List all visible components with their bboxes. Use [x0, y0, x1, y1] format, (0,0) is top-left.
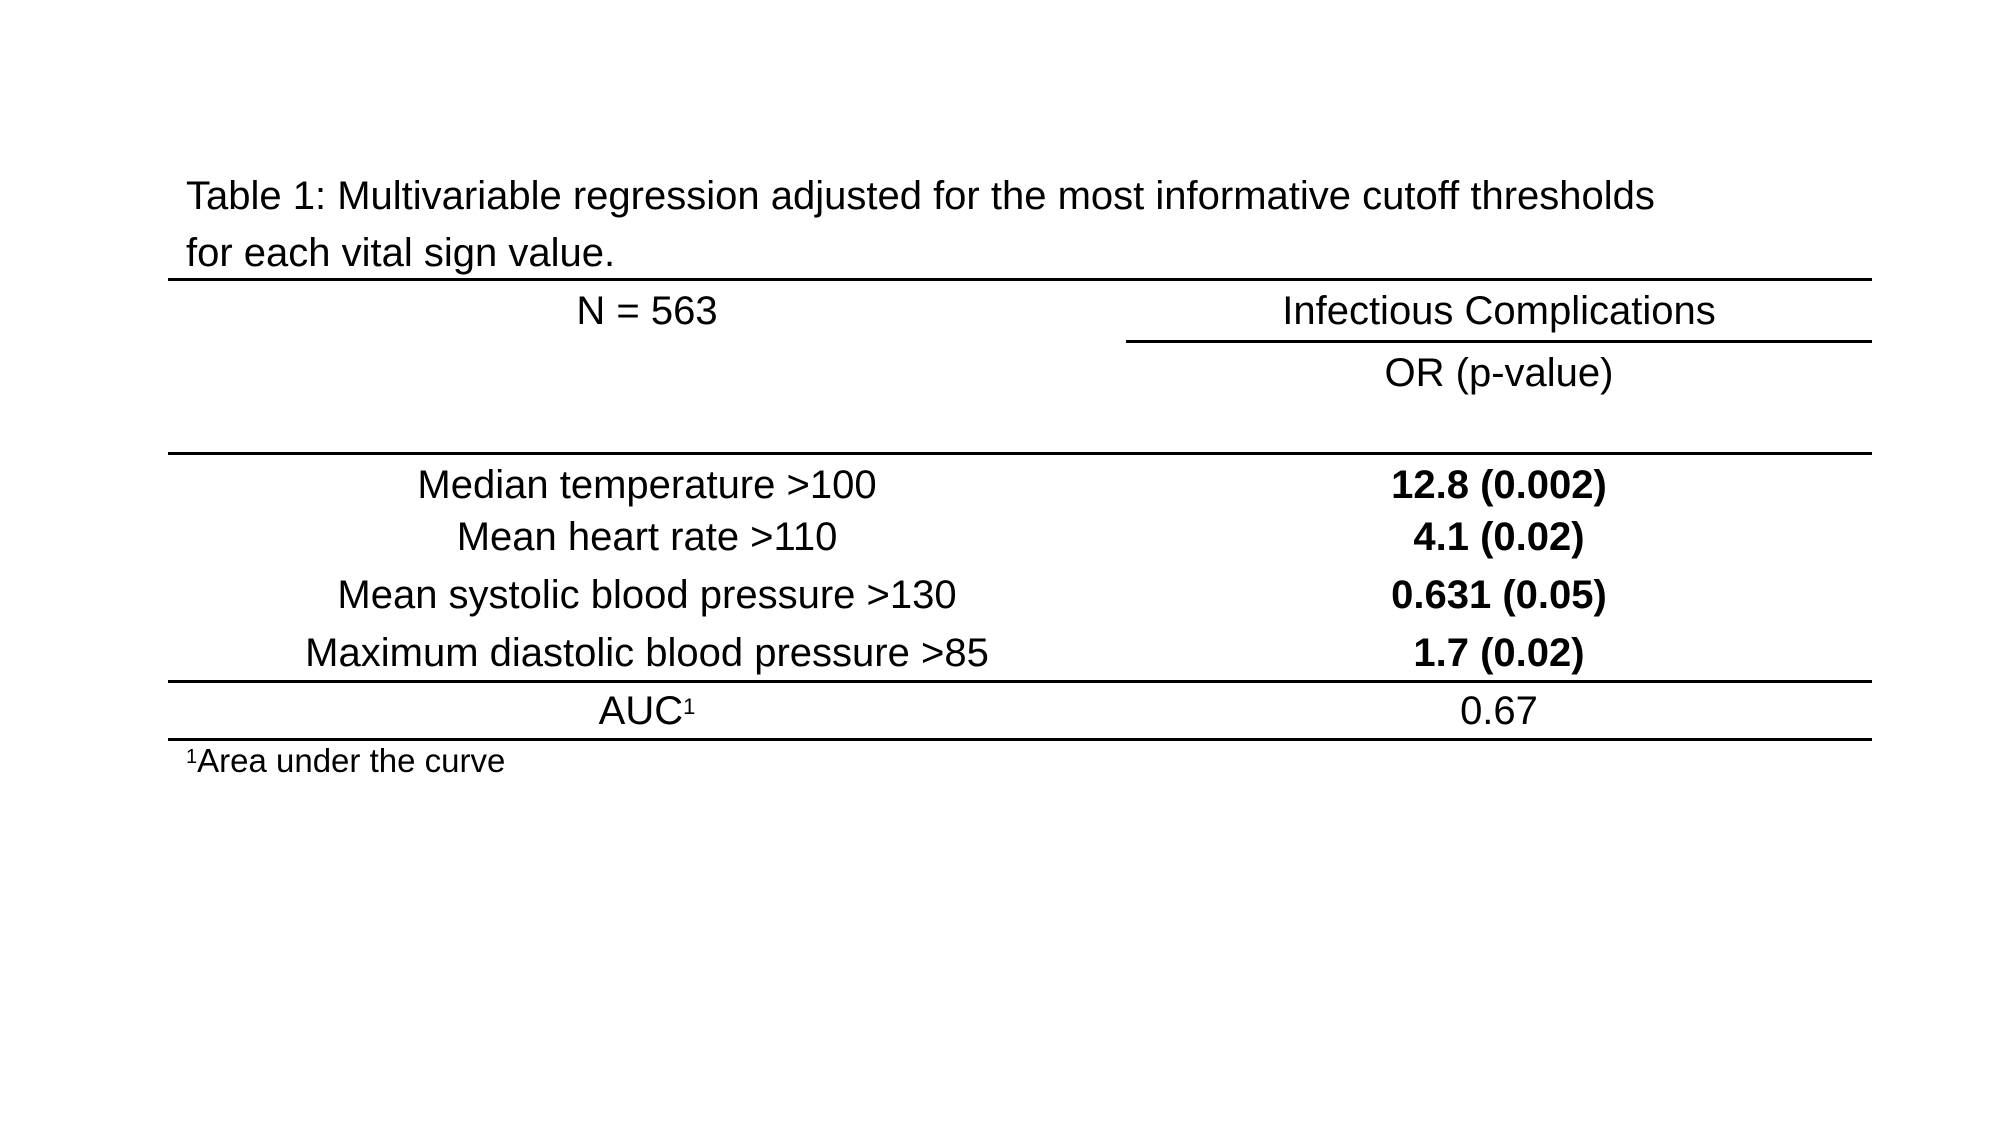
table-row-variable: Mean heart rate >110 [456, 515, 838, 559]
table-row-variable: Mean systolic blood pressure >130 [337, 573, 957, 617]
table-top-rule [168, 278, 1872, 281]
table-row-value: 4.1 (0.02) [1413, 515, 1585, 559]
auc-label: AUC [598, 689, 684, 733]
table-row-variable: Maximum diastolic blood pressure >85 [305, 631, 989, 675]
outcome-header-rule [1126, 340, 1872, 343]
sample-size-header: N = 563 [576, 289, 718, 333]
statistic-header: OR (p-value) [1384, 351, 1614, 395]
table-bottom-rule [168, 738, 1872, 741]
table-row-variable: Median temperature >100 [417, 463, 877, 507]
table-footnote: 1Area under the curve [186, 738, 505, 784]
auc-value: 0.67 [1460, 689, 1538, 733]
footnote-text: Area under the curve [197, 742, 506, 779]
table-caption-line-2: for each vital sign value. [186, 231, 616, 275]
table-row-value: 12.8 (0.002) [1391, 463, 1607, 507]
header-bottom-rule [168, 452, 1872, 455]
body-bottom-rule [168, 680, 1872, 683]
table-row-value: 0.631 (0.05) [1391, 573, 1607, 617]
table-caption: Table 1: Multivariable regression adjust… [186, 168, 1886, 282]
table-caption-line-1: Table 1: Multivariable regression adjust… [186, 174, 1655, 218]
outcome-header: Infectious Complications [1282, 289, 1716, 333]
table-row-value: 1.7 (0.02) [1413, 631, 1585, 675]
auc-footnote-marker: 1 [683, 694, 696, 719]
footnote-marker: 1 [186, 746, 198, 768]
auc-label-cell: AUC1 [168, 686, 1126, 736]
